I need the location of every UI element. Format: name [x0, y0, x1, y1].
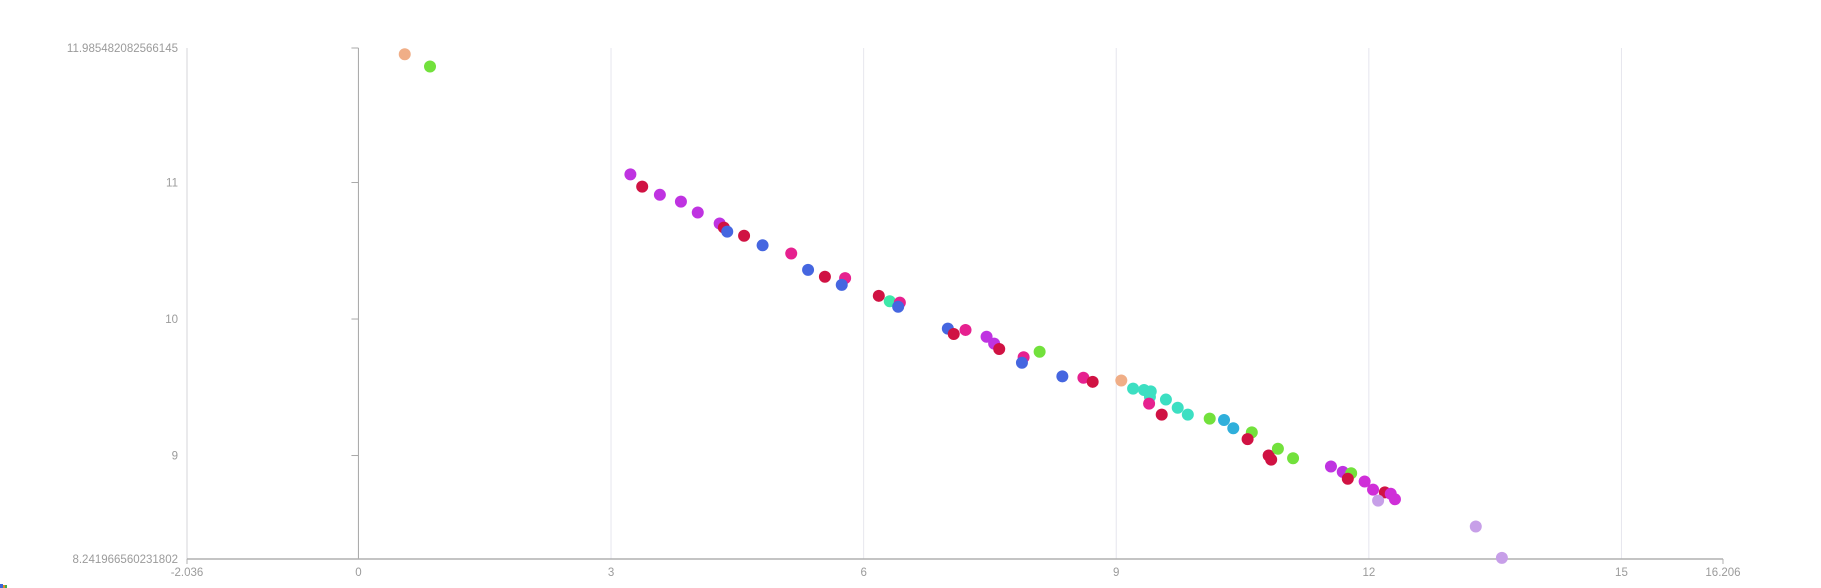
scatter-point[interactable] [1056, 370, 1069, 383]
scatter-point[interactable] [424, 60, 437, 73]
scatter-point[interactable] [1159, 393, 1172, 406]
x-tick-label: 16.206 [1705, 567, 1740, 579]
scatter-point[interactable] [1181, 408, 1194, 421]
corner-artifact-fragment [3, 585, 5, 588]
scatter-point[interactable] [636, 180, 649, 193]
axes-group [186, 47, 1724, 564]
scatter-point[interactable] [1241, 433, 1254, 446]
scatter-point[interactable] [1358, 475, 1371, 488]
scatter-point[interactable] [1227, 422, 1240, 435]
scatter-point[interactable] [802, 263, 815, 276]
corner-artifact [0, 582, 10, 588]
scatter-point[interactable] [1077, 371, 1090, 384]
scatter-point[interactable] [624, 168, 637, 181]
x-tick-label: 0 [355, 567, 361, 579]
scatter-point[interactable] [1115, 374, 1128, 387]
scatter-point[interactable] [674, 195, 687, 208]
scatter-point[interactable] [1171, 401, 1184, 414]
scatter-point[interactable] [1495, 551, 1508, 564]
x-tick-label: 12 [1362, 567, 1375, 579]
points-group [398, 48, 1508, 564]
scatter-point[interactable] [1127, 382, 1140, 395]
scatter-point[interactable] [872, 289, 885, 302]
scatter-point[interactable] [959, 323, 972, 336]
scatter-point[interactable] [1372, 494, 1385, 507]
scatter-point[interactable] [1367, 483, 1380, 496]
x-tick-label: 9 [1113, 567, 1119, 579]
scatter-point[interactable] [1388, 493, 1401, 506]
y-tick-label: 9 [172, 451, 178, 463]
scatter-point[interactable] [835, 278, 848, 291]
scatter-point[interactable] [1469, 520, 1482, 533]
scatter-point[interactable] [1086, 375, 1099, 388]
x-tick-label: 6 [860, 567, 866, 579]
scatter-point[interactable] [398, 48, 411, 61]
scatter-point[interactable] [1155, 408, 1168, 421]
scatter-point[interactable] [756, 239, 769, 252]
x-tick-label: 3 [608, 567, 614, 579]
y-tick-label: 10 [165, 314, 178, 326]
scatter-point[interactable] [1033, 345, 1046, 358]
scatter-point[interactable] [691, 206, 704, 219]
scatter-point[interactable] [1015, 356, 1028, 369]
scatter-point[interactable] [738, 229, 751, 242]
tick-labels-group: -2.036 0 3 6 9 12 15 16.206 8.241966560231802 9 10… [67, 43, 1741, 579]
scatter-point[interactable] [993, 343, 1006, 356]
scatter-point[interactable] [1143, 397, 1156, 410]
x-tick-label: -2.036 [171, 567, 204, 579]
gridlines-group [357, 48, 1622, 559]
corner-artifact-fragment [5, 585, 7, 588]
scatter-point[interactable] [892, 300, 905, 313]
scatter-point[interactable] [947, 328, 960, 341]
x-tick-label: 15 [1615, 567, 1628, 579]
scatter-point[interactable] [1287, 452, 1300, 465]
scatter-point[interactable] [1324, 460, 1337, 473]
scatter-point[interactable] [1203, 412, 1216, 425]
scatter-point[interactable] [1271, 442, 1284, 455]
corner-artifact-fragment [0, 584, 3, 588]
scatter-point[interactable] [818, 270, 831, 283]
scatter-point[interactable] [653, 188, 666, 201]
scatter-point[interactable] [1341, 472, 1354, 485]
scatter-point[interactable] [721, 225, 734, 238]
y-tick-label: 8.241966560231802 [72, 554, 178, 566]
y-tick-label: 11 [166, 178, 178, 190]
scatter-point[interactable] [1218, 414, 1231, 427]
y-tick-label: 11.985482082566145 [67, 43, 178, 55]
scatter-point[interactable] [1265, 453, 1278, 466]
scatter-point[interactable] [785, 247, 798, 260]
